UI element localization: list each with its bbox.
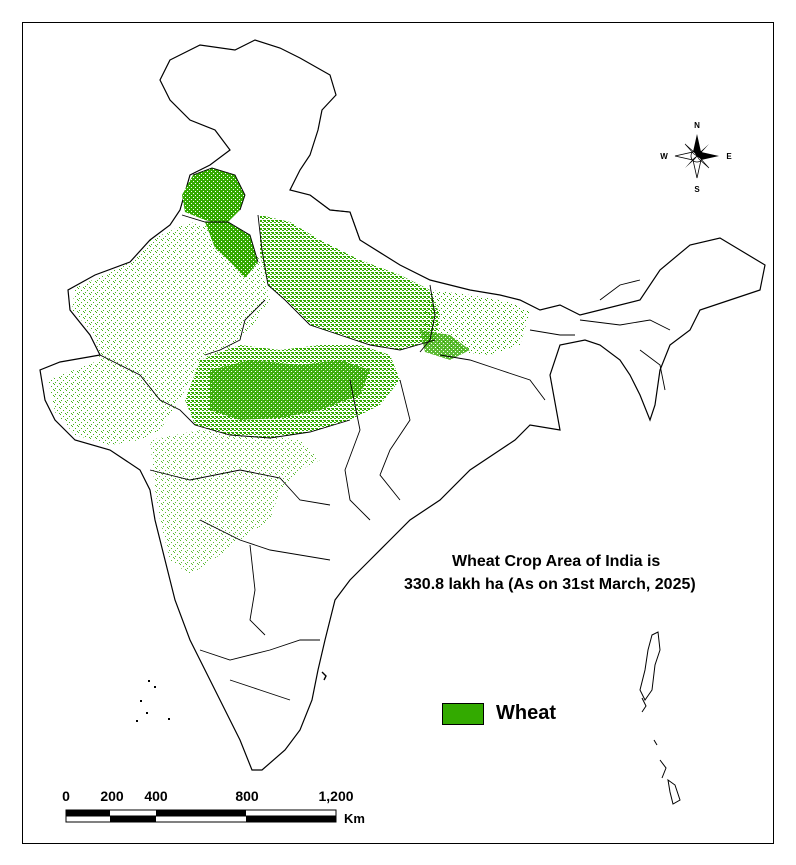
state-boundaries — [99, 167, 671, 701]
compass-north: N — [694, 121, 700, 130]
lakshadweep-islands — [136, 680, 170, 722]
legend: Wheat — [442, 702, 556, 725]
andaman-nicobar-islands — [639, 631, 681, 805]
wheat-uttar-pradesh — [260, 215, 440, 350]
scale-unit: Km — [344, 811, 365, 826]
coastline-detail — [321, 671, 327, 681]
map-title-line-2: 330.8 lakh ha (As on 31st March, 2025) — [404, 576, 696, 593]
compass-rose: N S E W — [660, 121, 732, 194]
map-frame — [22, 22, 774, 844]
scale-tick-0: 0 — [62, 788, 70, 804]
wheat-haryana — [205, 222, 258, 278]
scale-tick-400: 400 — [144, 788, 168, 804]
legend-wheat-label: Wheat — [496, 702, 556, 724]
wheat-mp-core — [210, 360, 370, 420]
scale-bar — [65, 809, 337, 823]
scale-tick-200: 200 — [100, 788, 124, 804]
wheat-sparse-maharashtra — [150, 430, 320, 575]
scale-tick-800: 800 — [235, 788, 259, 804]
compass-west: W — [660, 152, 668, 161]
legend-wheat-swatch — [442, 702, 484, 725]
map-title-line-1: Wheat Crop Area of India is — [452, 553, 661, 570]
compass-south: S — [694, 185, 700, 194]
wheat-bihar-east — [420, 330, 470, 360]
wheat-sparse-west — [48, 222, 270, 445]
compass-east: E — [726, 152, 732, 161]
scale-tick-1200: 1,200 — [318, 788, 354, 804]
wheat-punjab — [182, 168, 245, 225]
